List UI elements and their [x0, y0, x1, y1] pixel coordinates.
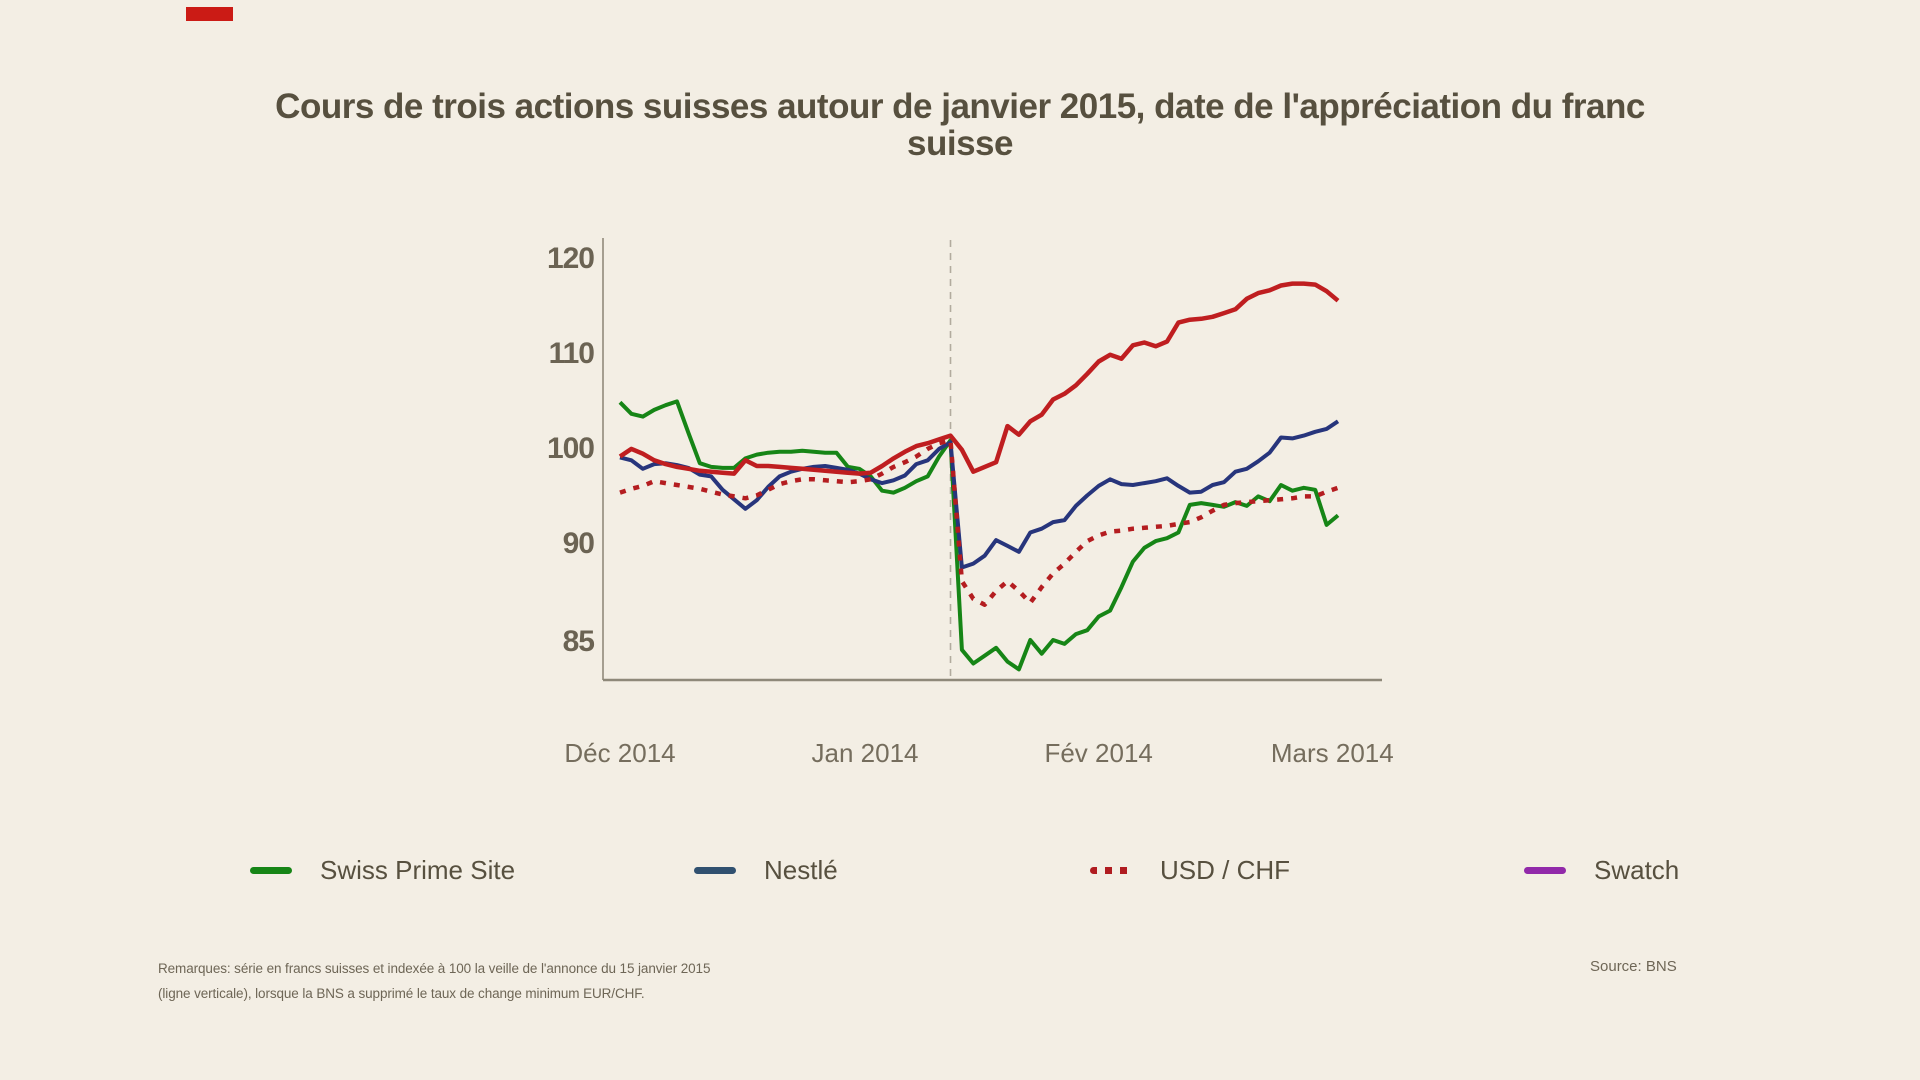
legend-item-usd-chf: USD / CHF — [1090, 848, 1290, 892]
chart-legend: Swiss Prime Site Nestlé USD / CHF Swatch — [0, 848, 1920, 892]
legend-label-nestle: Nestlé — [764, 854, 838, 885]
y-tick-label: 120 — [547, 242, 594, 275]
x-tick-label: Déc 2014 — [564, 738, 675, 768]
legend-item-nestle: Nestlé — [694, 848, 838, 892]
legend-item-swatch: Swatch — [1524, 848, 1679, 892]
legend-label-swatch: Swatch — [1594, 854, 1680, 885]
x-tick-label: Mars 2014 — [1271, 738, 1394, 768]
chart-title-line2: suisse — [907, 124, 1013, 163]
y-tick-label: 90 — [563, 527, 595, 560]
y-tick-label: 100 — [547, 432, 594, 465]
series-line-nestl- — [619, 419, 1340, 570]
legend-item-swiss-prime-site: Swiss Prime Site — [250, 848, 515, 892]
x-tick-label: Fév 2014 — [1044, 738, 1152, 768]
series-line-swatch — [618, 281, 1340, 476]
y-tick-label: 85 — [563, 625, 595, 658]
chart-footnote: Remarques: série en francs suisses et in… — [158, 956, 1058, 1006]
legend-chip-nestle-icon — [694, 866, 736, 874]
legend-chip-swatch-icon — [1524, 866, 1566, 874]
red-marker — [186, 7, 233, 21]
chart-title: Cours de trois actions suisses autour de… — [180, 88, 1740, 162]
legend-label-swiss-prime-site: Swiss Prime Site — [320, 854, 516, 885]
x-tick-label: Jan 2014 — [812, 738, 919, 768]
y-tick-label: 110 — [549, 337, 595, 370]
series-line-swiss-prime-site — [618, 399, 1340, 672]
footnote-line1: Remarques: série en francs suisses et in… — [158, 961, 711, 976]
chart-title-line1: Cours de trois actions suisses autour de… — [275, 87, 1645, 126]
legend-chip-swiss-prime-site-icon — [250, 866, 292, 874]
chart-source: Source: BNS — [1590, 958, 1677, 975]
footnote-line2: (ligne verticale), lorsque la BNS a supp… — [158, 986, 645, 1001]
series-line-usd-chf — [619, 438, 1339, 607]
legend-chip-usd-chf-icon — [1090, 866, 1132, 874]
legend-label-usd-chf: USD / CHF — [1160, 854, 1290, 885]
